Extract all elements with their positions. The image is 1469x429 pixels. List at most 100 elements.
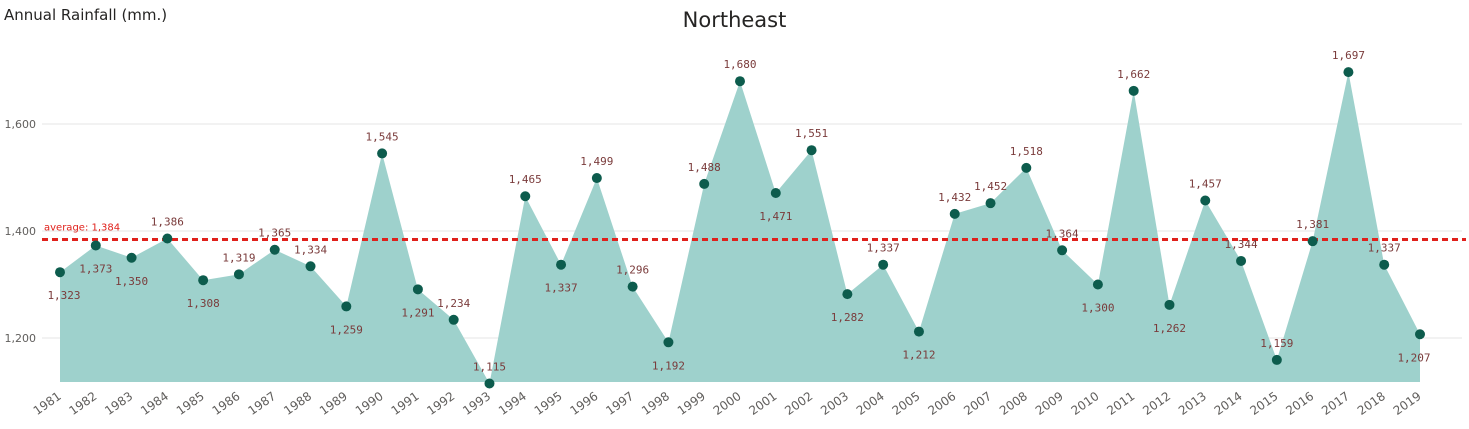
data-label: 1,432 bbox=[938, 191, 971, 204]
data-label: 1,296 bbox=[616, 264, 649, 277]
data-point bbox=[341, 301, 352, 312]
data-point bbox=[627, 281, 638, 292]
y-axis-ticks: 1,200 1,400 1,600 bbox=[5, 118, 37, 345]
data-point bbox=[1200, 195, 1211, 206]
data-label: 1,499 bbox=[580, 155, 613, 168]
data-point bbox=[162, 233, 173, 244]
x-tick-label: 2008 bbox=[997, 389, 1030, 418]
x-tick-label: 2003 bbox=[818, 389, 851, 418]
data-label: 1,386 bbox=[151, 215, 184, 228]
x-tick-label: 1982 bbox=[66, 389, 99, 418]
data-point bbox=[1236, 255, 1247, 266]
data-point bbox=[233, 269, 244, 280]
x-tick-label: 1991 bbox=[389, 389, 422, 418]
data-point bbox=[591, 173, 602, 184]
x-tick-label: 1994 bbox=[496, 389, 529, 418]
x-tick-label: 2004 bbox=[854, 389, 887, 418]
data-label: 1,207 bbox=[1397, 351, 1430, 364]
data-label: 1,488 bbox=[688, 161, 721, 174]
data-label: 1,465 bbox=[509, 173, 542, 186]
x-tick-label: 1997 bbox=[603, 389, 636, 418]
data-label: 1,192 bbox=[652, 359, 685, 372]
data-label: 1,308 bbox=[187, 297, 220, 310]
x-tick-label: 2013 bbox=[1176, 389, 1209, 418]
data-point bbox=[1164, 299, 1175, 310]
data-label: 1,319 bbox=[222, 251, 255, 264]
data-point bbox=[1057, 245, 1068, 256]
x-tick-label: 1998 bbox=[639, 389, 672, 418]
data-point bbox=[1343, 67, 1354, 78]
x-tick-label: 1981 bbox=[31, 389, 64, 418]
data-label: 1,381 bbox=[1296, 218, 1329, 231]
x-tick-label: 2016 bbox=[1283, 389, 1316, 418]
data-point bbox=[878, 259, 889, 270]
data-point bbox=[305, 261, 316, 272]
data-point bbox=[377, 148, 388, 159]
data-point bbox=[663, 337, 674, 348]
x-tick-label: 1987 bbox=[245, 389, 278, 418]
data-label: 1,365 bbox=[258, 227, 291, 240]
data-label: 1,551 bbox=[795, 127, 828, 140]
x-tick-label: 1992 bbox=[424, 389, 457, 418]
chart-title: Northeast bbox=[682, 8, 787, 32]
data-label: 1,457 bbox=[1189, 178, 1222, 191]
data-label: 1,697 bbox=[1332, 49, 1365, 62]
data-point bbox=[699, 178, 710, 189]
data-label: 1,291 bbox=[401, 306, 434, 319]
data-label: 1,471 bbox=[759, 210, 792, 223]
data-point bbox=[1307, 236, 1318, 247]
data-point bbox=[556, 259, 567, 270]
rainfall-area bbox=[60, 72, 1420, 384]
data-point bbox=[412, 284, 423, 295]
data-label: 1,115 bbox=[473, 360, 506, 373]
x-tick-label: 2015 bbox=[1248, 389, 1281, 418]
data-label: 1,364 bbox=[1046, 227, 1079, 240]
data-point bbox=[913, 326, 924, 337]
data-point bbox=[448, 314, 459, 325]
data-label: 1,334 bbox=[294, 243, 327, 256]
x-tick-label: 2000 bbox=[711, 389, 744, 418]
data-point bbox=[1021, 162, 1032, 173]
data-label: 1,662 bbox=[1117, 68, 1150, 81]
data-point bbox=[484, 378, 495, 389]
x-tick-label: 1999 bbox=[675, 389, 708, 418]
x-tick-label: 1989 bbox=[317, 389, 350, 418]
data-point bbox=[126, 252, 137, 263]
data-point bbox=[55, 267, 65, 278]
average-label: average: 1,384 bbox=[44, 223, 120, 234]
data-label: 1,337 bbox=[544, 282, 577, 295]
data-point bbox=[269, 244, 280, 255]
data-label: 1,234 bbox=[437, 297, 470, 310]
x-tick-label: 1988 bbox=[281, 389, 314, 418]
data-point bbox=[1415, 329, 1425, 340]
x-tick-label: 1996 bbox=[568, 389, 601, 418]
data-point bbox=[198, 275, 209, 286]
data-point bbox=[806, 145, 817, 156]
data-point bbox=[949, 208, 960, 219]
data-point bbox=[770, 188, 781, 199]
y-tick-label: 1,200 bbox=[5, 332, 37, 345]
data-label: 1,680 bbox=[723, 58, 756, 71]
y-tick-label: 1,400 bbox=[5, 225, 37, 238]
x-tick-label: 1985 bbox=[174, 389, 207, 418]
x-tick-label: 2018 bbox=[1355, 389, 1388, 418]
x-tick-label: 2002 bbox=[782, 389, 815, 418]
x-tick-label: 2005 bbox=[890, 389, 923, 418]
data-label: 1,259 bbox=[330, 323, 363, 336]
data-label: 1,262 bbox=[1153, 322, 1186, 335]
x-tick-label: 2010 bbox=[1069, 389, 1102, 418]
data-point bbox=[1092, 279, 1103, 290]
data-label: 1,212 bbox=[902, 349, 935, 362]
x-tick-label: 2011 bbox=[1104, 389, 1137, 418]
x-tick-label: 2017 bbox=[1319, 389, 1352, 418]
data-points bbox=[55, 67, 1425, 389]
x-tick-label: 2007 bbox=[961, 389, 994, 418]
data-label: 1,452 bbox=[974, 180, 1007, 193]
x-tick-label: 1995 bbox=[532, 389, 565, 418]
data-label: 1,282 bbox=[831, 311, 864, 324]
x-tick-label: 2014 bbox=[1212, 389, 1245, 418]
data-label: 1,350 bbox=[115, 275, 148, 288]
data-label: 1,545 bbox=[366, 130, 399, 143]
